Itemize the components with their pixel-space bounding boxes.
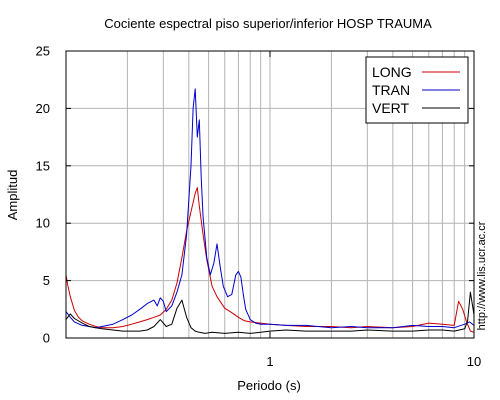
legend-label-tran: TRAN xyxy=(372,82,410,98)
legend-label-vert: VERT xyxy=(372,100,410,116)
legend: LONG TRAN VERT xyxy=(365,56,469,124)
axis-ticks: 0 5 10 15 20 25 1 10 xyxy=(36,44,482,370)
y-tick-label: 10 xyxy=(36,216,50,231)
y-tick-label: 25 xyxy=(36,44,50,59)
y-axis-label: Amplitud xyxy=(5,170,20,221)
x-tick-label: 1 xyxy=(266,354,273,369)
chart-title: Cociente espectral piso superior/inferio… xyxy=(104,16,432,31)
y-tick-label: 15 xyxy=(36,158,50,173)
legend-items: LONG TRAN VERT xyxy=(372,64,460,116)
plot-series xyxy=(65,88,475,334)
series-line-vert xyxy=(65,291,475,334)
y-tick-label: 5 xyxy=(43,273,50,288)
x-tick-label: 10 xyxy=(467,354,481,369)
y-tick-label: 0 xyxy=(43,331,50,346)
series-line-long xyxy=(65,187,475,333)
side-credit-text: http://www.lis.ucr.ac.cr xyxy=(476,221,488,330)
x-axis-label: Periodo (s) xyxy=(237,378,301,393)
legend-label-long: LONG xyxy=(372,64,412,80)
y-tick-label: 20 xyxy=(36,101,50,116)
series-line-tran xyxy=(65,88,475,329)
